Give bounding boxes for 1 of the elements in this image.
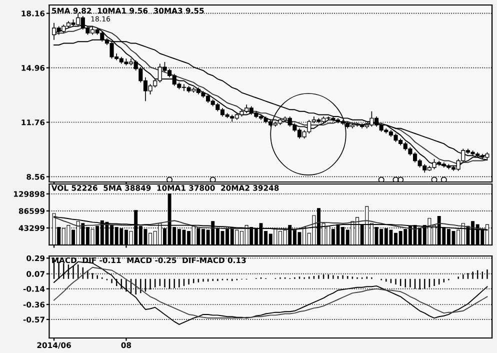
line-series xyxy=(54,266,488,319)
